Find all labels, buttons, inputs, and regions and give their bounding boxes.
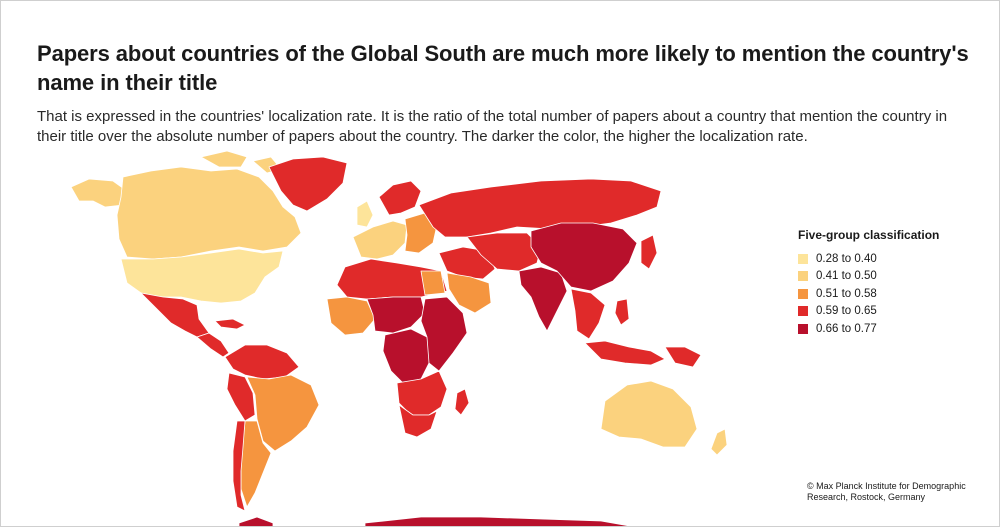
australia-region xyxy=(600,380,698,448)
china-region xyxy=(530,222,638,292)
uk-region xyxy=(356,200,374,228)
legend-swatch xyxy=(798,288,808,299)
legend-label: 0.28 to 0.40 xyxy=(816,252,877,265)
legend-item: 0.41 to 0.50 xyxy=(798,268,978,286)
south-america-north-region xyxy=(224,344,300,380)
antarctica-region xyxy=(238,516,632,526)
central-africa-region xyxy=(382,328,432,384)
west-africa-region xyxy=(326,296,376,336)
west-europe-region xyxy=(352,220,408,260)
chart-subtitle: That is expressed in the countries' loca… xyxy=(37,108,948,145)
new-zealand-region xyxy=(710,428,728,456)
copyright-credit: © Max Planck Institute for Demographic R… xyxy=(807,481,966,502)
legend-swatch xyxy=(798,253,808,264)
legend-label: 0.66 to 0.77 xyxy=(816,322,877,335)
legend-item: 0.66 to 0.77 xyxy=(798,320,978,338)
chart-title: Papers about countries of the Global Sou… xyxy=(37,41,969,95)
india-region xyxy=(518,266,568,332)
alaska-region xyxy=(70,178,128,208)
legend-swatch xyxy=(798,323,808,334)
canada-region xyxy=(116,166,302,260)
russia-region xyxy=(418,178,662,238)
legend-item: 0.28 to 0.40 xyxy=(798,250,978,268)
philippines-region xyxy=(614,298,630,326)
canada-islands-region xyxy=(200,150,282,174)
chile-region xyxy=(232,420,246,512)
legend-swatch xyxy=(798,271,808,282)
legend-swatch xyxy=(798,306,808,317)
south-africa-region xyxy=(398,404,438,438)
legend-title: Five-group classification xyxy=(798,228,940,242)
japan-region xyxy=(640,234,658,270)
indonesia-region xyxy=(584,340,666,366)
central-asia-region xyxy=(466,232,542,272)
southern-africa-region xyxy=(396,370,448,416)
png-region xyxy=(664,346,702,368)
madagascar-region xyxy=(454,388,470,416)
caribbean-region xyxy=(214,318,246,330)
egypt-region xyxy=(420,270,446,296)
greenland-region xyxy=(268,156,348,212)
sahel-region xyxy=(366,296,426,334)
scandinavia-region xyxy=(378,180,422,216)
legend-label: 0.41 to 0.50 xyxy=(816,270,877,283)
legend-label: 0.51 to 0.58 xyxy=(816,287,877,300)
peru-region xyxy=(226,372,256,422)
saudi-region xyxy=(446,272,492,314)
legend-item: 0.59 to 0.65 xyxy=(798,303,978,321)
legend-item: 0.51 to 0.58 xyxy=(798,285,978,303)
east-africa-region xyxy=(420,296,468,372)
central-america-region xyxy=(196,332,230,358)
brazil-region xyxy=(246,374,320,452)
southeast-asia-region xyxy=(570,288,606,340)
legend: Five-group classification 0.28 to 0.40 0… xyxy=(798,228,978,338)
legend-label: 0.59 to 0.65 xyxy=(816,305,877,318)
